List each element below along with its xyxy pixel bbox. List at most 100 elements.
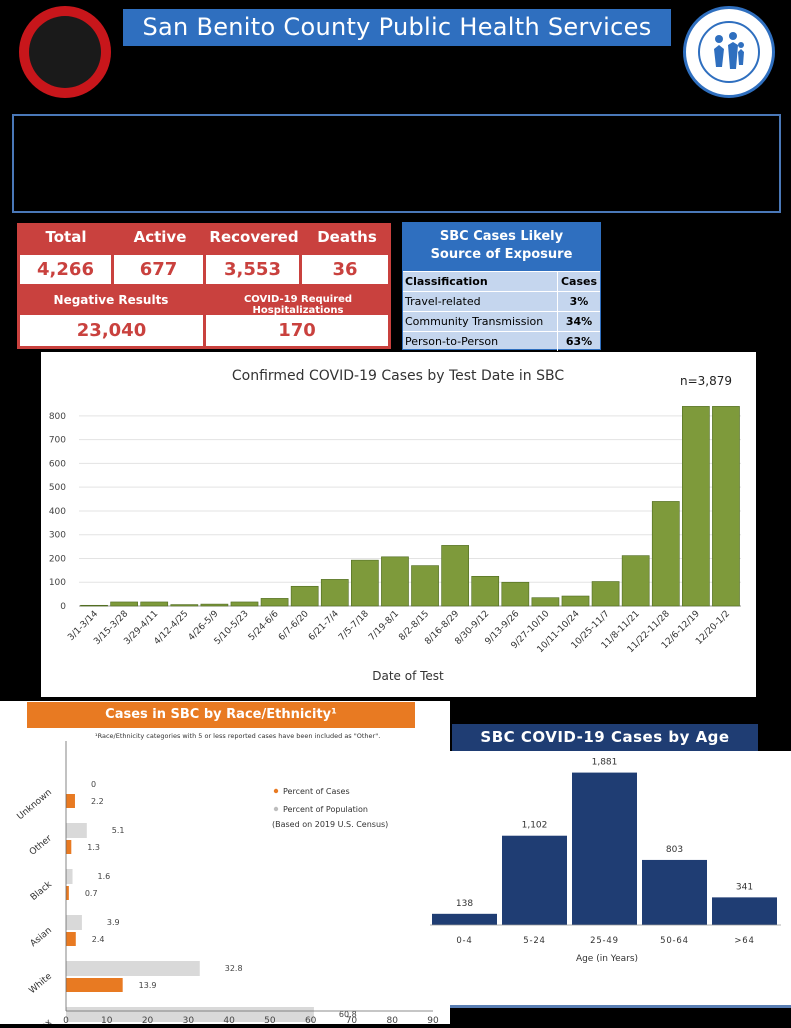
bar [502,835,567,925]
race-ethnicity-panel: ¹Race/Ethnicity categories with 5 or les… [0,701,450,1028]
age-group-svg: 1380-41,1025-241,88125-4980350-64341>64 … [430,758,781,964]
table-row: Travel-related 3% [403,291,600,311]
table-row: Person-to-Person 63% [403,331,600,351]
cases-header: Cases [557,272,600,291]
data-label: 1,881 [592,758,618,768]
bar [80,604,108,607]
data-label: 2.2 [91,797,104,806]
age-group-title: SBC COVID-19 Cases by Age Group [452,724,758,773]
data-label: 1,102 [522,821,548,831]
bar [230,601,259,607]
race-note: ¹Race/Ethnicity categories with 5 or les… [95,732,380,740]
x-tick-label: >64 [734,936,754,946]
y-tick-label: 0 [60,602,66,612]
x-tick-label: 30 [183,1016,195,1024]
category-label: Hisp./Latinx [7,1017,55,1024]
total-header: Total [45,228,87,246]
classification-header: Classification [405,275,488,288]
bar [170,604,199,607]
x-tick-label: 5-24 [523,936,546,946]
public-health-logo [683,6,775,98]
bar [682,406,710,607]
y-tick-label: 500 [49,483,66,493]
county-seal-logo [19,6,111,98]
hospitalizations-label: COVID-19 Required Hospitalizations [243,294,353,316]
bar [200,603,229,607]
bar [66,823,87,838]
bar [140,601,169,607]
bar [66,932,76,946]
x-tick-label: 5/24-6/6 [247,609,281,643]
category-label: Black [29,879,55,903]
bar [501,581,530,607]
y-tick-label: 600 [49,459,66,469]
deaths-value: 36 [302,255,388,284]
bar [591,581,620,607]
deaths-header: Deaths [317,228,377,246]
exposure-table-title: SBC Cases Likely Source of Exposure [403,223,600,271]
exposure-label: Person-to-Person [405,335,499,348]
bar [531,597,560,607]
x-tick-label: 7/19-8/1 [367,609,401,643]
exposure-value: 63% [557,332,600,351]
active-value: 677 [114,255,203,284]
legend-label-population: Percent of Population [283,805,368,814]
x-tick-label: 50 [264,1016,276,1024]
bar [471,575,500,607]
recovered-header: Recovered [209,228,299,246]
data-label: 138 [456,899,473,909]
legend-note: (Based on 2019 U.S. Census) [272,820,388,829]
y-tick-label: 200 [49,554,66,564]
page-title: San Benito County Public Health Services [123,9,671,46]
data-label: 32.8 [225,964,243,973]
x-axis-label: Date of Test [372,669,444,683]
cases-by-test-date-chart: Confirmed COVID-19 Cases by Test Date in… [41,352,756,697]
data-label: 803 [666,845,683,855]
bar [110,601,138,607]
y-tick-label: 300 [49,531,66,541]
exposure-title-line2: Source of Exposure [430,247,573,262]
cases-by-test-date-svg: Confirmed COVID-19 Cases by Test Date in… [49,368,741,683]
data-label: 1.3 [87,843,100,852]
exposure-value: 34% [557,312,600,331]
notice-box [12,114,781,213]
data-label: 0.7 [85,889,98,898]
exposure-label: Travel-related [405,295,481,308]
age-x-axis-label: Age (in Years) [576,954,638,964]
data-label: 13.9 [139,981,157,990]
bar [642,859,707,925]
x-tick-label: 60 [305,1016,317,1024]
table-row: Community Transmission 34% [403,311,600,331]
bar [66,886,69,900]
bar [320,579,349,607]
bar [561,595,590,607]
x-tick-label: 70 [346,1016,358,1024]
hospitalizations-value: 170 [206,315,388,346]
negative-results-value: 23,040 [20,315,203,346]
exposure-header-row: Classification Cases [403,271,600,291]
recovered-value: 3,553 [206,255,299,284]
bar [66,840,72,854]
category-label: White [27,971,54,996]
category-label: Unknown [15,788,53,823]
category-label: Other [28,833,54,857]
x-tick-label: 25-49 [590,936,619,946]
exposure-title-line1: SBC Cases Likely [439,229,564,244]
legend-marker-population [273,806,279,812]
bar [441,545,469,607]
legend-marker-cases [273,788,279,794]
y-tick-label: 800 [49,412,66,422]
category-label: Asian [29,926,54,949]
bar [621,555,650,607]
bar [712,406,740,607]
chart-title: Confirmed COVID-19 Cases by Test Date in… [232,368,564,384]
bar [66,978,123,992]
negative-results-label: Negative Results [53,293,169,307]
x-tick-label: 40 [223,1016,235,1024]
data-label: 60.8 [339,1010,357,1019]
data-label: 341 [736,882,753,892]
x-tick-label: 10 [101,1016,113,1024]
race-ethnicity-title: Cases in SBC by Race/Ethnicity¹ [27,702,415,728]
bar [712,897,777,925]
bar [411,565,439,607]
